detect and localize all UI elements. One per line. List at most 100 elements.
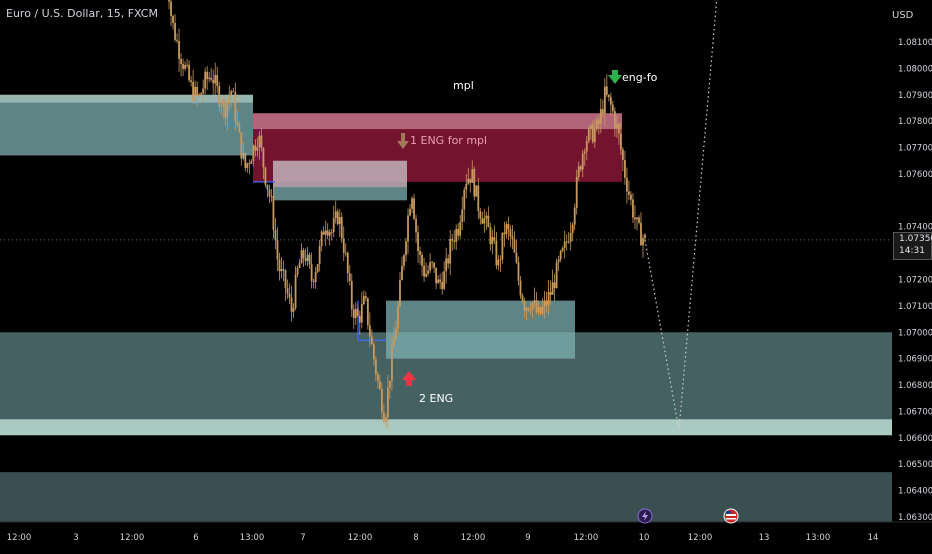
- candle-body: [638, 217, 640, 223]
- current-price-badge: 1.07350 14:31: [893, 232, 932, 260]
- candle-body: [501, 232, 504, 260]
- candle-body: [469, 178, 472, 183]
- projection-path: [644, 0, 718, 431]
- candle-body: [595, 119, 598, 129]
- candle-body: [425, 273, 427, 277]
- candle-body: [336, 211, 339, 224]
- candle-body: [579, 166, 582, 170]
- candle-body: [284, 270, 287, 289]
- candle-body: [214, 74, 217, 84]
- candle-body: [487, 215, 490, 228]
- candle-body: [415, 218, 417, 233]
- candle-body: [264, 167, 267, 185]
- candle-body: [172, 15, 174, 23]
- y-tick-label: 1.06400: [898, 487, 932, 497]
- candle-body: [342, 238, 345, 253]
- candle-body: [525, 308, 528, 311]
- candle-body: [332, 218, 335, 233]
- candle-body: [419, 251, 421, 255]
- candle-body: [174, 22, 176, 40]
- candle-body: [515, 252, 518, 263]
- candle-body: [593, 128, 596, 143]
- candle-body: [222, 99, 225, 107]
- candle-body: [186, 64, 188, 66]
- candle-body: [208, 77, 211, 80]
- candle-body: [527, 308, 530, 310]
- candle-body: [306, 254, 309, 262]
- candle-body: [340, 217, 343, 239]
- candle-body: [168, 0, 170, 2]
- candle-body: [491, 237, 494, 245]
- candle-body: [471, 169, 474, 183]
- candle-body: [364, 296, 367, 299]
- candle-body: [232, 91, 235, 93]
- y-tick-label: 1.08100: [898, 38, 932, 48]
- candle-body: [537, 307, 540, 313]
- candle-body: [260, 135, 263, 148]
- candle-body: [453, 240, 456, 242]
- candle-body: [517, 262, 520, 281]
- candle-body: [280, 268, 283, 272]
- candle-body: [348, 273, 351, 282]
- candle-body: [262, 147, 265, 168]
- x-tick-label: 9: [525, 533, 530, 543]
- candle-body: [465, 183, 468, 190]
- y-tick-label: 1.06800: [898, 381, 932, 391]
- candle-body: [397, 306, 399, 329]
- candle-body: [318, 246, 321, 265]
- candle-body: [234, 92, 237, 122]
- y-tick-label: 1.07800: [898, 117, 932, 127]
- candle-body: [539, 307, 542, 314]
- candle-body: [356, 308, 359, 316]
- candle-body: [304, 258, 307, 262]
- candle-body: [401, 265, 403, 281]
- candle-body: [427, 270, 429, 274]
- candle-body: [310, 264, 313, 282]
- candle-body: [381, 389, 383, 413]
- candle-body: [505, 224, 508, 235]
- us-flag-event-icon[interactable]: [723, 508, 739, 524]
- candle-body: [529, 309, 532, 311]
- candle-body: [626, 177, 628, 192]
- candle-body: [405, 241, 407, 256]
- candle-body: [374, 359, 377, 375]
- candle-body: [535, 300, 538, 313]
- candle-body: [200, 93, 203, 95]
- candle-body: [194, 86, 197, 101]
- candle-body: [286, 288, 289, 294]
- candle-body: [393, 339, 395, 347]
- candle-body: [485, 215, 488, 219]
- candle-body: [399, 280, 401, 307]
- candle-body: [451, 238, 454, 241]
- candle-body: [252, 145, 255, 162]
- y-tick-label: 1.07400: [898, 223, 932, 233]
- lightning-event-icon[interactable]: [637, 508, 653, 524]
- annotation-layer: mpl eng-fo 1 ENG for mpl 2 ENG: [397, 70, 658, 405]
- candle-body: [242, 153, 245, 159]
- x-tick-label: 8: [413, 533, 418, 543]
- candle-body: [344, 252, 347, 254]
- y-tick-label: 1.06700: [898, 407, 932, 417]
- candle-body: [413, 198, 415, 219]
- candle-body: [493, 237, 496, 241]
- candle-body: [385, 417, 387, 423]
- candle-body: [547, 292, 550, 306]
- candle-body: [557, 259, 560, 263]
- candle-body: [599, 109, 602, 124]
- zone-demand-0: [0, 94, 253, 156]
- candle-body: [605, 86, 608, 95]
- candle-body: [565, 241, 568, 243]
- candle-body: [439, 279, 442, 282]
- candle-body: [244, 153, 247, 168]
- x-tick-label: 6: [193, 533, 198, 543]
- candle-body: [437, 279, 440, 284]
- arrow-up-red-icon: [402, 371, 416, 386]
- candle-body: [489, 227, 492, 245]
- zone-left-top-band: [0, 94, 253, 103]
- candle-body: [204, 71, 207, 89]
- candle-body: [276, 240, 279, 260]
- x-tick-label: 13: [759, 533, 770, 543]
- candle-body: [457, 229, 460, 236]
- y-tick-label: 1.06900: [898, 355, 932, 365]
- candle-body: [567, 241, 570, 243]
